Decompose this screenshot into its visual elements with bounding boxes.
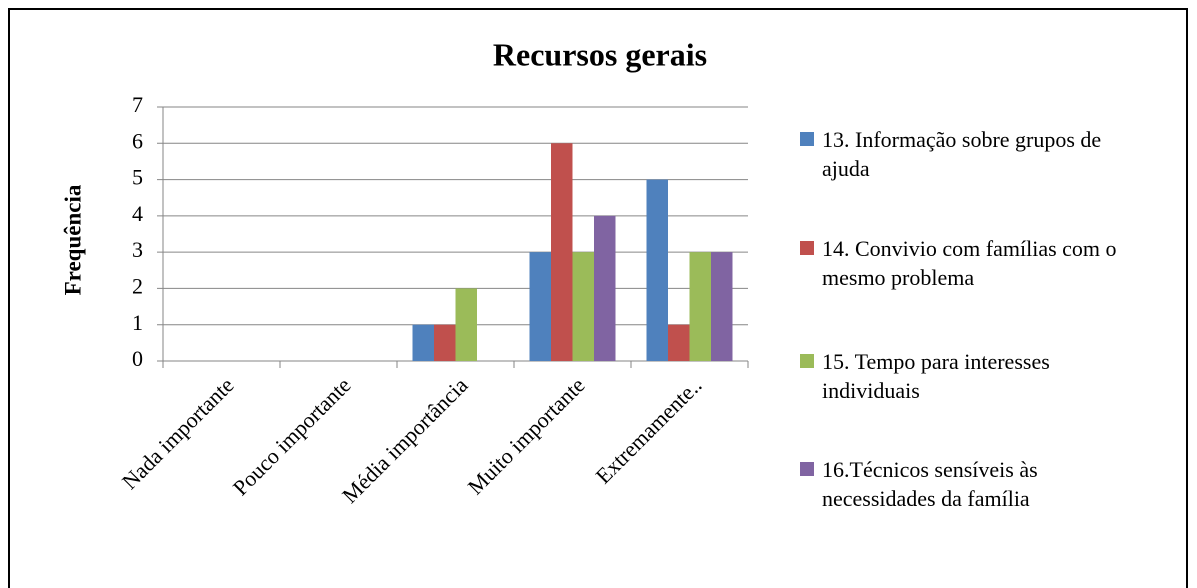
x-tick-label: Extremamente.. bbox=[590, 372, 706, 488]
y-tick-label: 3 bbox=[132, 237, 143, 262]
x-tick-label: Muito importante bbox=[463, 372, 590, 499]
legend-swatch bbox=[800, 354, 814, 368]
chart-title: Recursos gerais bbox=[493, 36, 707, 72]
bar bbox=[455, 288, 477, 361]
bar bbox=[529, 252, 551, 361]
legend-swatch bbox=[800, 462, 814, 476]
legend-label: 14. Convivio com famílias com o mesmo pr… bbox=[822, 236, 1117, 290]
bar bbox=[551, 143, 573, 361]
y-tick-label: 5 bbox=[132, 165, 143, 190]
legend-label: 16.Técnicos sensíveis às necessidades da… bbox=[822, 457, 1038, 511]
y-tick-label: 2 bbox=[132, 273, 143, 298]
bar bbox=[711, 252, 733, 361]
y-tick-label: 6 bbox=[132, 128, 143, 153]
bar bbox=[434, 324, 456, 361]
y-tick-label: 7 bbox=[132, 92, 143, 117]
legend-entry: 15. Tempo para interesses individuais bbox=[800, 347, 1145, 405]
x-tick-label: Pouco importante bbox=[228, 372, 356, 500]
y-tick-label: 1 bbox=[132, 310, 143, 335]
x-tick-label: Nada importante bbox=[117, 372, 239, 494]
bar bbox=[572, 252, 594, 361]
legend-swatch bbox=[800, 241, 814, 255]
y-tick-label: 4 bbox=[132, 201, 143, 226]
bar bbox=[412, 324, 434, 361]
legend-swatch bbox=[800, 132, 814, 146]
legend-entry: 16.Técnicos sensíveis às necessidades da… bbox=[800, 455, 1145, 513]
bar bbox=[594, 215, 616, 361]
legend-label: 13. Informação sobre grupos de ajuda bbox=[822, 127, 1102, 181]
y-tick-label: 0 bbox=[132, 346, 143, 371]
frame bbox=[8, 8, 1188, 588]
bar bbox=[646, 179, 668, 361]
legend-label: 15. Tempo para interesses individuais bbox=[822, 349, 1050, 403]
x-tick-label: Média importância bbox=[337, 372, 473, 508]
legend-entry: 14. Convivio com famílias com o mesmo pr… bbox=[800, 234, 1145, 292]
bar bbox=[689, 252, 711, 361]
bar bbox=[668, 324, 690, 361]
y-axis-label: Frequência bbox=[60, 184, 85, 295]
legend-entry: 13. Informação sobre grupos de ajuda bbox=[800, 125, 1145, 183]
